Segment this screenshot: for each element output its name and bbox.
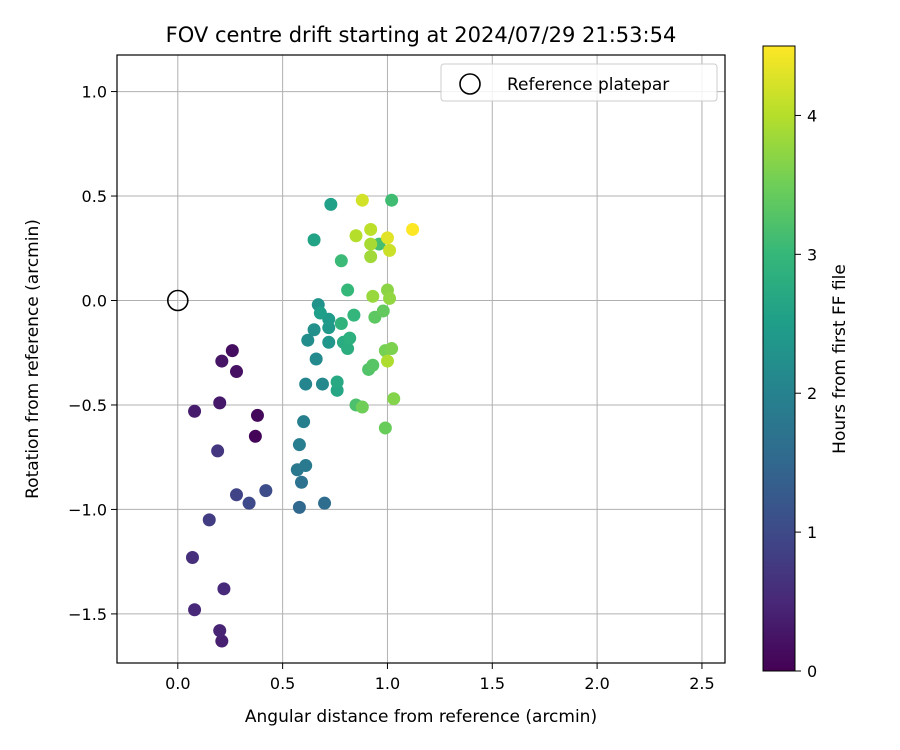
colorbar: 0 1 2 3 4 Hours from first FF file [762,45,850,681]
colorbar-tick-label: 1 [807,523,817,542]
data-point [334,254,348,268]
data-point [230,365,244,379]
colorbar-label: Hours from first FF file [830,264,850,454]
data-point [211,444,225,458]
scatter-points [185,193,420,648]
x-tick-label: 2.0 [584,674,609,693]
grid [117,55,725,663]
data-point [364,250,378,264]
data-point [385,193,399,207]
y-tick-label: −1.5 [68,605,107,624]
y-tick-label: 1.0 [82,83,107,102]
data-point [341,342,355,356]
data-point [349,229,363,243]
data-point [330,375,344,389]
x-tick-label: 0.5 [270,674,295,693]
y-tick-label: 0.0 [82,291,107,310]
legend: Reference platepar [440,63,718,102]
data-point [202,513,216,527]
y-axis-ticks: 1.0 0.5 0.0 −0.5 −1.0 −1.5 [68,83,117,624]
data-point [215,634,229,648]
data-point [364,222,378,236]
data-point [383,243,397,257]
x-axis-label: Angular distance from reference (arcmin) [245,707,597,727]
data-point [364,237,378,251]
x-tick-label: 1.5 [480,674,505,693]
legend-reference-marker [459,73,481,95]
data-point [185,550,199,564]
data-point [242,496,256,510]
data-point [292,438,306,452]
data-point [301,333,315,347]
data-point [378,421,392,435]
data-point [366,358,380,372]
data-point [385,342,399,356]
data-point [307,323,321,337]
data-point [376,304,390,318]
x-tick-label: 2.5 [689,674,714,693]
data-point [299,377,313,391]
data-point [217,582,231,596]
colorbar-tick-label: 4 [807,106,817,125]
data-point [383,291,397,305]
data-point [347,308,361,322]
x-axis-ticks: 0.0 0.5 1.0 1.5 2.0 2.5 [165,663,715,693]
chart-title: FOV centre drift starting at 2024/07/29 … [166,23,677,47]
colorbar-tick-label: 2 [807,384,817,403]
data-point [313,306,327,320]
plot-area [117,55,725,663]
data-point [188,603,202,617]
data-point [230,488,244,502]
data-point [188,404,202,418]
data-point [297,415,311,429]
colorbar-tick-label: 0 [807,662,817,681]
data-point [380,231,394,245]
y-axis-label: Rotation from reference (arcmin) [23,219,43,499]
data-point [324,197,338,211]
reference-platepar-marker [167,289,189,312]
data-point [322,335,336,349]
data-point [259,484,273,498]
data-point [292,500,306,514]
data-point [299,459,313,473]
data-point [366,289,380,303]
data-point [406,222,420,236]
colorbar-gradient [762,45,796,672]
data-point [380,354,394,368]
data-point [334,316,348,330]
y-tick-label: 0.5 [82,187,107,206]
data-point [248,429,262,443]
x-tick-label: 0.0 [165,674,190,693]
data-point [215,354,229,368]
plot-frame [116,54,726,664]
data-point [213,624,227,638]
data-point [250,408,264,422]
data-point [355,400,369,414]
data-point [355,193,369,207]
data-point [315,377,329,391]
data-point [343,331,357,345]
colorbar-tick-label: 3 [807,245,817,264]
y-tick-label: −1.0 [68,500,107,519]
legend-box [440,63,718,102]
data-point [294,475,308,489]
x-tick-label: 1.0 [375,674,400,693]
data-point [341,283,355,297]
data-point [318,496,332,510]
data-point [225,344,239,358]
y-tick-label: −0.5 [68,396,107,415]
data-point [309,352,323,366]
legend-label-reference-platepar: Reference platepar [507,75,669,95]
data-point [387,392,401,406]
colorbar-ticks: 0 1 2 3 4 [795,106,817,681]
data-point [213,396,227,410]
data-point [307,233,321,247]
